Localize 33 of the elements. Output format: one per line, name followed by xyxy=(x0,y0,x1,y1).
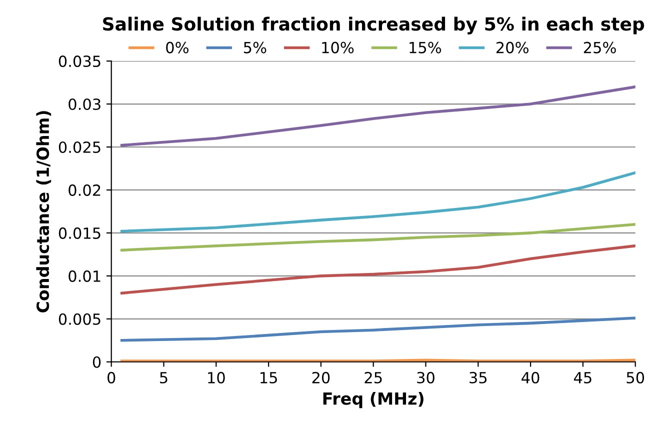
x-tick-label: 50 xyxy=(626,372,644,384)
x-tick-label: 25 xyxy=(364,372,382,384)
y-tick-label: 0.02 xyxy=(68,184,100,196)
x-axis-title: Freq (MHz) xyxy=(323,392,424,408)
line-series xyxy=(120,171,636,233)
y-tick-label: 0 xyxy=(92,356,101,368)
y-tick-label: 0.03 xyxy=(68,98,100,110)
x-tick-label: 5 xyxy=(160,372,168,384)
y-tick-label: 0.035 xyxy=(58,56,100,68)
x-tick-label: 40 xyxy=(522,372,540,384)
x-tick-label: 35 xyxy=(470,372,487,384)
legend-label: 10% xyxy=(322,42,354,54)
x-tick-label: 0 xyxy=(107,372,116,384)
x-tick-label: 15 xyxy=(260,372,277,384)
legend-label: 20% xyxy=(496,42,528,54)
y-tick-label: 0.005 xyxy=(58,313,100,325)
x-tick-label: 30 xyxy=(417,372,434,384)
line-series xyxy=(120,222,636,252)
y-axis-title: Conductance (1/Ohm) xyxy=(36,111,52,312)
legend-label: 5% xyxy=(244,42,266,54)
line-series xyxy=(120,316,636,342)
line-series xyxy=(120,244,636,295)
y-tick-label: 0.025 xyxy=(58,141,100,154)
x-tick-label: 10 xyxy=(208,372,225,384)
line-series xyxy=(120,85,636,147)
legend-label: 0% xyxy=(166,42,188,54)
legend-label: 25% xyxy=(584,42,616,54)
y-tick-label: 0.015 xyxy=(58,227,100,239)
x-tick-label: 45 xyxy=(574,372,592,384)
chart-title: Saline Solution fraction increased by 5% in each step xyxy=(103,16,644,34)
legend-label: 15% xyxy=(410,42,442,54)
y-tick-label: 0.01 xyxy=(68,270,100,282)
x-tick-label: 20 xyxy=(312,372,330,384)
